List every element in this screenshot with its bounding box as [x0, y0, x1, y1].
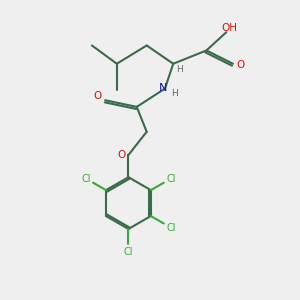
Text: Cl: Cl [166, 223, 176, 232]
Text: H: H [176, 65, 183, 74]
Text: O: O [94, 91, 102, 101]
Text: Cl: Cl [166, 173, 176, 184]
Text: O: O [117, 150, 125, 160]
Text: OH: OH [221, 23, 237, 33]
Text: H: H [171, 89, 178, 98]
Text: N: N [159, 83, 167, 93]
Text: Cl: Cl [81, 173, 91, 184]
Text: Cl: Cl [124, 247, 133, 257]
Text: O: O [236, 60, 244, 70]
